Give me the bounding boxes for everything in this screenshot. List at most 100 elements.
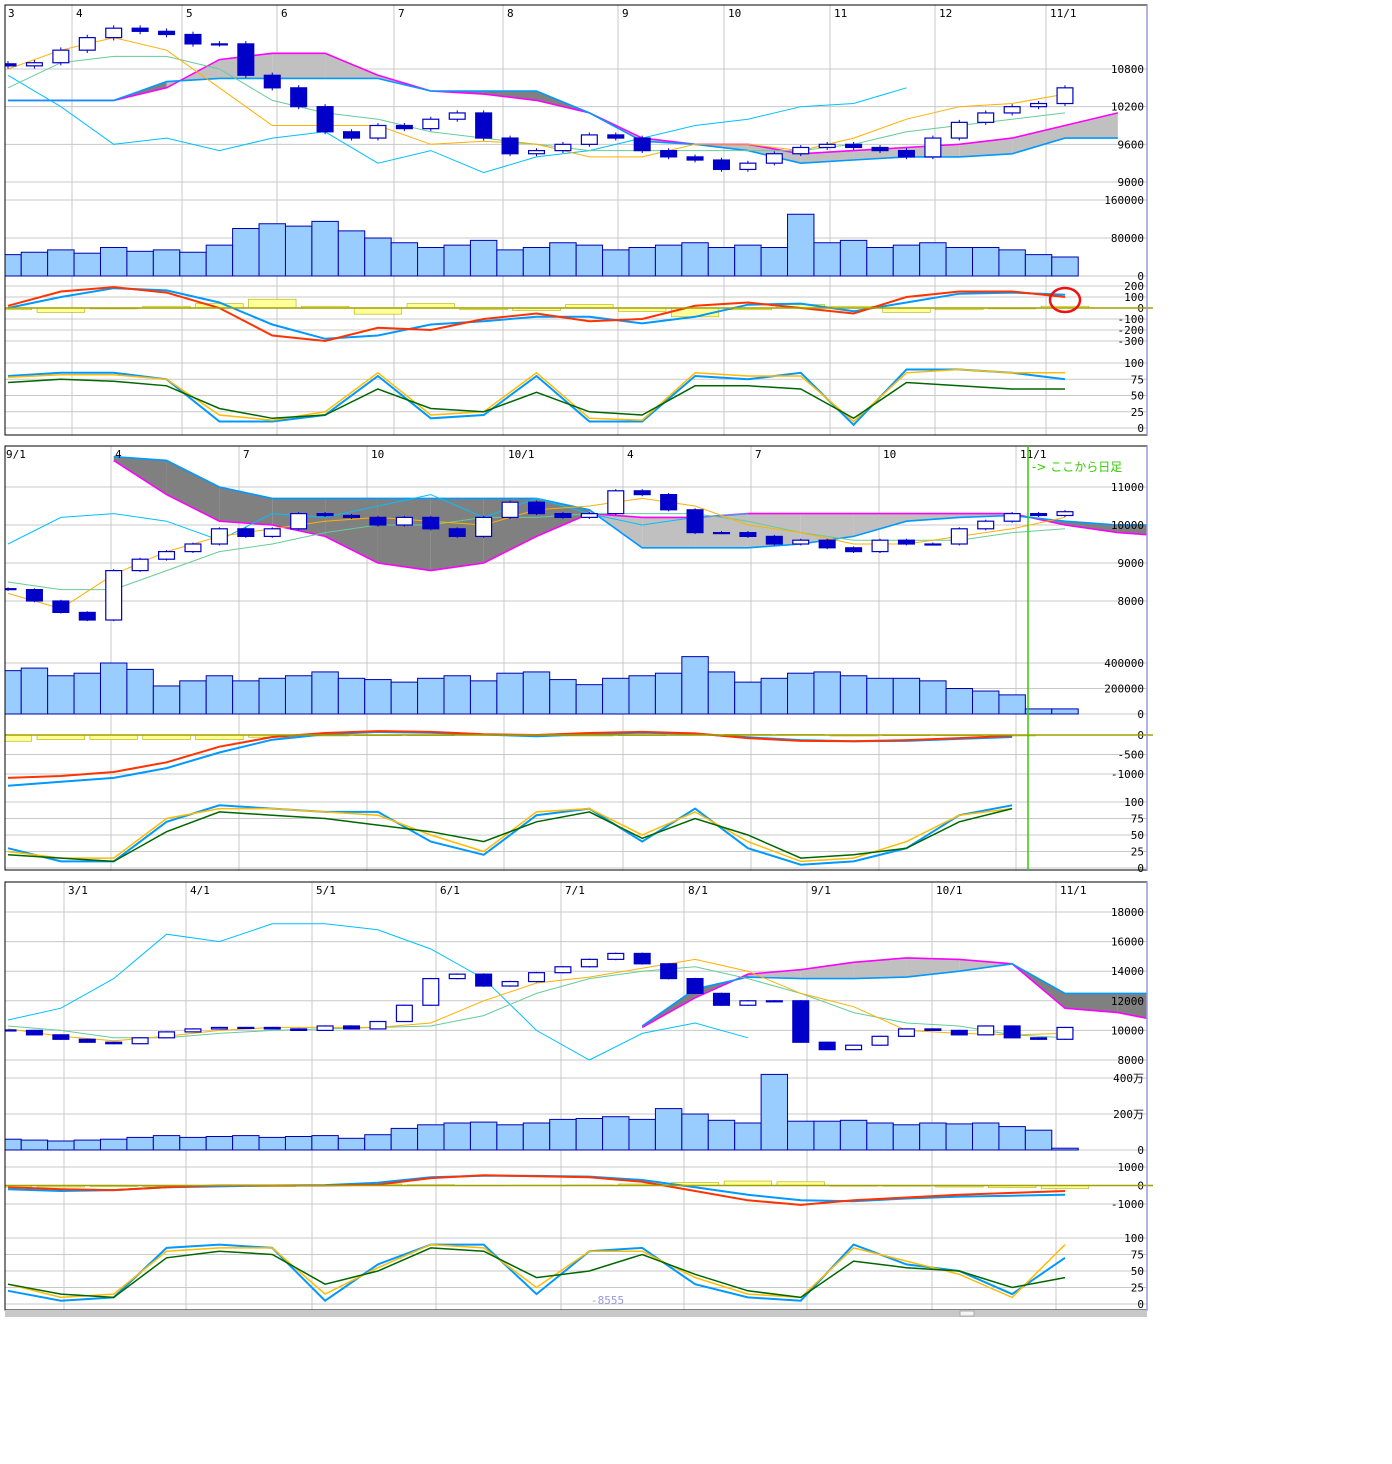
- volume-bar: [469, 1121, 498, 1151]
- candle: [554, 143, 572, 152]
- x-tick-label: 9/1: [811, 884, 831, 897]
- x-tick-label: 10: [728, 7, 741, 20]
- volume-bar: [258, 223, 286, 277]
- candle: [712, 531, 731, 535]
- daily-start-note: -> ここから日足: [1032, 460, 1122, 474]
- stoch-tick-label: 0: [1137, 422, 1144, 435]
- candle: [1003, 512, 1021, 522]
- macd-signal-line: [7, 286, 1066, 343]
- volume-bar: [760, 247, 789, 277]
- volume-bar: [839, 1119, 868, 1151]
- stoch-tick-label: 100: [1124, 1232, 1144, 1245]
- ichimoku-cloud-segment: [377, 498, 431, 571]
- vol-tick-label: 400000: [1104, 657, 1144, 670]
- volume-bar: [919, 1122, 947, 1151]
- candle: [1003, 1025, 1021, 1039]
- volume-bar: [364, 237, 392, 277]
- vol-tick-label: 160000: [1104, 194, 1144, 207]
- volume-bar: [654, 1108, 683, 1151]
- x-tick-label: 5: [186, 7, 193, 20]
- volume-bar: [522, 247, 551, 277]
- volume-bar: [258, 677, 286, 715]
- candle: [475, 973, 493, 987]
- x-tick-label: 5/1: [316, 884, 336, 897]
- candle: [422, 516, 440, 530]
- volume-bar: [73, 1139, 101, 1151]
- stochastic-k-line: [7, 1243, 1066, 1302]
- candle: [237, 1026, 255, 1030]
- volume-bar: [892, 244, 921, 277]
- stoch-tick-label: 25: [1131, 1282, 1144, 1295]
- ichimoku-cloud-segment: [800, 962, 854, 979]
- candle: [475, 112, 493, 139]
- volume-bar: [179, 251, 207, 277]
- candle: [5, 588, 17, 591]
- candle: [977, 1025, 995, 1036]
- candle: [580, 512, 598, 518]
- volume-bar: [575, 684, 604, 715]
- volume-bar: [152, 1135, 181, 1151]
- volume-bar: [443, 675, 471, 715]
- footer-value: -8555: [591, 1294, 625, 1307]
- volume-bar: [734, 1122, 762, 1151]
- candle: [554, 512, 572, 518]
- candle: [131, 27, 149, 32]
- volume-bar: [549, 1118, 577, 1151]
- volume-bar: [1024, 254, 1053, 277]
- ichimoku-cloud-segment: [1065, 993, 1118, 1013]
- candle: [660, 963, 678, 980]
- price-tick-label: 16000: [1111, 936, 1144, 949]
- candle: [633, 490, 651, 496]
- candle: [818, 143, 836, 149]
- candle: [52, 600, 70, 613]
- vol-tick-label: 0: [1137, 1144, 1144, 1157]
- horizontal-scrollbar[interactable]: [5, 1310, 1147, 1317]
- volume-bar: [919, 242, 947, 277]
- candle: [369, 516, 387, 526]
- volume-bar: [522, 671, 551, 715]
- price-tick-label: 14000: [1111, 965, 1144, 978]
- candle: [712, 159, 731, 171]
- ichimoku-tenkan-line: [7, 958, 1066, 1042]
- vol-tick-label: 400万: [1113, 1072, 1144, 1085]
- candle: [924, 1028, 942, 1032]
- volume-bar: [602, 249, 630, 277]
- candle: [1003, 106, 1021, 114]
- volume-bar: [152, 249, 181, 277]
- volume-bar: [417, 677, 445, 715]
- scrollbar-thumb[interactable]: [959, 1310, 975, 1317]
- x-tick-label: 12: [939, 7, 952, 20]
- candle: [501, 501, 519, 519]
- x-tick-label: 4/1: [190, 884, 210, 897]
- candle: [501, 137, 519, 155]
- macd-tick-label: -200: [1118, 324, 1145, 337]
- ichimoku-cloud-segment: [853, 957, 907, 979]
- ichimoku-cloud-segment: [1065, 112, 1118, 139]
- candle: [5, 1029, 17, 1032]
- ichimoku-cloud-segment: [800, 513, 854, 544]
- stoch-tick-label: 25: [1131, 846, 1144, 859]
- volume-bar: [337, 677, 366, 715]
- chart-panel-daily: 3 4 5 6 7 8 9 10 11 12 11/1 10800 10200 9600 9000 16000…: [4, 4, 1153, 436]
- ichimoku-cloud-segment: [483, 498, 537, 563]
- volume-bar: [1024, 1129, 1053, 1151]
- candle: [105, 569, 123, 621]
- volume-bar: [1051, 708, 1079, 715]
- stoch-tick-label: 75: [1131, 813, 1144, 826]
- volume-bar: [443, 244, 471, 277]
- candle: [792, 1000, 810, 1043]
- volume-bar: [734, 244, 762, 277]
- vol-tick-label: 80000: [1111, 232, 1144, 245]
- candle: [527, 501, 546, 515]
- candle: [765, 153, 783, 164]
- candle: [158, 1031, 176, 1039]
- price-tick-label: 8000: [1118, 1054, 1145, 1067]
- candle: [924, 543, 942, 546]
- vol-tick-label: 200万: [1113, 1108, 1144, 1121]
- candle: [210, 1026, 228, 1030]
- candle: [263, 1026, 281, 1030]
- volume-bar: [496, 249, 524, 277]
- volume-bar: [892, 1124, 921, 1151]
- candle: [818, 539, 836, 549]
